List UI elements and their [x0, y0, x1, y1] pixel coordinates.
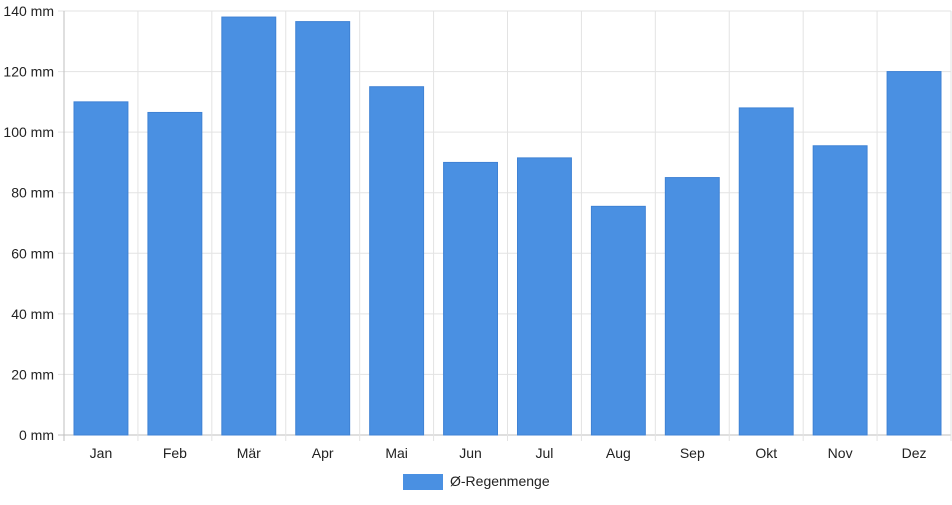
grid-layer [58, 10, 952, 441]
x-tick-label: Dez [902, 445, 927, 461]
bar-Feb [147, 111, 203, 436]
bar-Nov [812, 145, 868, 436]
y-tick-label: 60 mm [11, 245, 54, 261]
x-tick-label: Feb [163, 445, 187, 461]
bar-Sep [664, 177, 720, 436]
y-tick-label: 0 mm [19, 427, 54, 443]
legend-swatch [403, 474, 443, 490]
bar-Okt [738, 107, 794, 436]
x-tick-label: Jan [90, 445, 113, 461]
bar-Jan [73, 101, 129, 436]
bar-Mai [369, 86, 425, 436]
bar-Jun [443, 161, 499, 436]
y-tick-label: 40 mm [11, 306, 54, 322]
x-tick-label: Nov [828, 445, 853, 461]
x-tick-label: Apr [312, 445, 334, 461]
bar-Mär [221, 16, 277, 436]
x-tick-label: Jun [459, 445, 482, 461]
bars-layer [73, 16, 942, 436]
x-tick-label: Mär [237, 445, 261, 461]
bar-Jul [517, 157, 572, 436]
bar-Aug [590, 205, 646, 436]
y-tick-label: 120 mm [3, 64, 54, 80]
legend: Ø-Regenmenge [403, 473, 550, 490]
x-tick-label: Jul [536, 445, 554, 461]
y-tick-label: 100 mm [3, 124, 54, 140]
y-tick-label: 140 mm [3, 3, 54, 19]
x-tick-label: Sep [680, 445, 705, 461]
x-tick-label: Aug [606, 445, 631, 461]
y-tick-label: 80 mm [11, 185, 54, 201]
legend-label: Ø-Regenmenge [450, 473, 550, 489]
bar-Dez [886, 71, 942, 436]
axis-layer: 0 mm 20 mm 40 mm 60 mm 80 mm 100 mm 120 mm 140 … [3, 3, 926, 461]
bar-Apr [295, 21, 351, 436]
y-tick-label: 20 mm [11, 366, 54, 382]
x-tick-label: Okt [755, 445, 777, 461]
x-tick-label: Mai [385, 445, 408, 461]
